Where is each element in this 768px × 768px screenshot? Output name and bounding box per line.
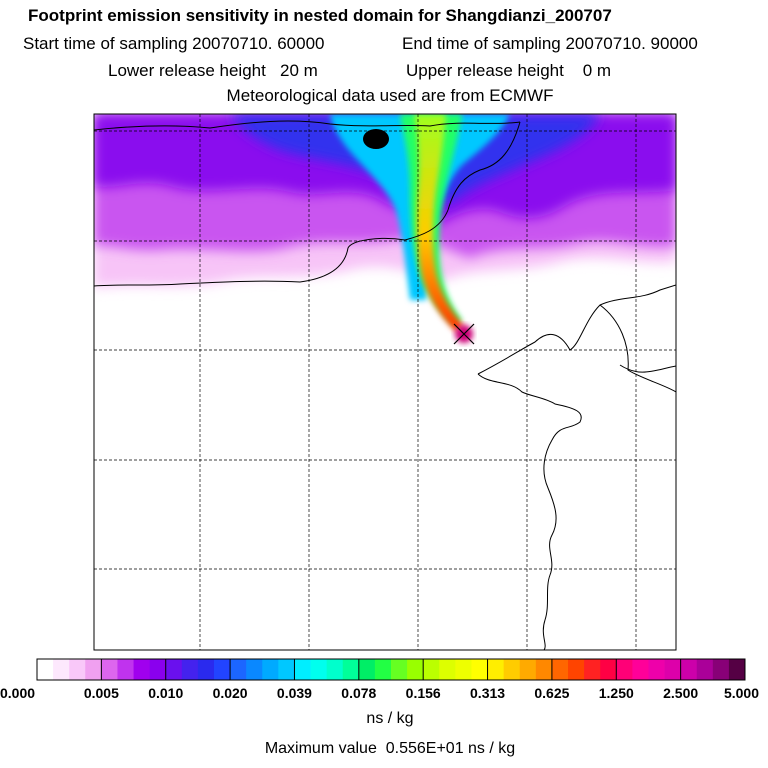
colorbar-cell [53, 659, 70, 680]
colorbar-cell [632, 659, 649, 680]
colorbar-cell [85, 659, 102, 680]
end-time-label: End time of sampling 20070710. 90000 [402, 34, 698, 53]
colorbar-cell [197, 659, 215, 680]
colorbar-cell [407, 659, 424, 680]
colorbar-cell [551, 659, 569, 680]
colorbar-tick-label: 0.000 [0, 685, 35, 701]
dense-source-blob [363, 129, 389, 149]
colorbar-cell [358, 659, 376, 680]
colorbar-tick-label: 0.039 [277, 685, 312, 701]
release-site-marker [453, 323, 475, 345]
colorbar-tick-label: 5.000 [724, 685, 759, 701]
colorbar-tick-label: 1.250 [599, 685, 634, 701]
colorbar-cell [439, 659, 456, 680]
colorbar [36, 658, 746, 681]
coastlines [94, 120, 676, 650]
colorbar-cell [214, 659, 231, 680]
colorbar-tick-label: 0.010 [148, 685, 183, 701]
colorbar-tick-label: 2.500 [663, 685, 698, 701]
colorbar-cell [262, 659, 279, 680]
colorbar-cell [455, 659, 472, 680]
colorbar-frame [36, 658, 746, 681]
colorbar-cell [584, 659, 601, 680]
colorbar-cell [165, 659, 183, 680]
colorbar-cell [37, 659, 54, 680]
colorbar-tick-label: 0.005 [84, 685, 119, 701]
colorbar-cell [149, 659, 167, 680]
colorbar-cell [230, 659, 247, 680]
colorbar-cell [696, 659, 714, 680]
colorbar-tick-label: 0.156 [406, 685, 441, 701]
colorbar-cell [712, 659, 730, 680]
colorbar-cell [503, 659, 521, 680]
colorbar-cell [310, 659, 328, 680]
lower-release-height-label: Lower release height 20 m [108, 61, 318, 80]
map-frame [93, 113, 677, 651]
colorbar-cell [133, 659, 151, 680]
colorbar-cell [535, 659, 553, 680]
colorbar-tick-label: 0.020 [213, 685, 248, 701]
colorbar-cell [487, 659, 505, 680]
colorbar-cell [278, 659, 295, 680]
colorbar-cell [326, 659, 344, 680]
colorbar-cell [342, 659, 360, 680]
colorbar-cell [664, 659, 682, 680]
map-grid [94, 114, 676, 650]
colorbar-cell [294, 659, 311, 680]
sensitivity-field [94, 114, 676, 343]
colorbar-cell [117, 659, 134, 680]
colorbar-tick-label: 0.313 [470, 685, 505, 701]
colorbar-cell [568, 659, 585, 680]
max-value-label: Maximum value 0.556E+01 ns / kg [264, 740, 516, 757]
colorbar-cell [423, 659, 440, 680]
met-data-label: Meteorological data used are from ECMWF [226, 86, 554, 105]
colorbar-tick-label: 0.625 [534, 685, 569, 701]
colorbar-unit: ns / kg [366, 710, 414, 727]
colorbar-cell [600, 659, 617, 680]
colorbar-ticks: 0.000 0.005 0.010 0.020 0.039 0.078 0.156 0.313… [0, 685, 759, 701]
colorbar-cell [374, 659, 392, 680]
field-yellow-band [414, 114, 464, 332]
chart-title: Footprint emission sensitivity in nested… [28, 6, 612, 25]
colorbar-cell [680, 659, 698, 680]
colorbar-cell [246, 659, 263, 680]
colorbar-cell [648, 659, 665, 680]
colorbar-cell [69, 659, 86, 680]
colorbar-cell [519, 659, 537, 680]
colorbar-cell [181, 659, 199, 680]
start-time-label: Start time of sampling 20070710. 60000 [23, 34, 325, 53]
map-panel [93, 113, 677, 651]
colorbar-cell [101, 659, 118, 680]
colorbar-cell [728, 659, 746, 680]
colorbar-tick-label: 0.078 [341, 685, 376, 701]
colorbar-cell [616, 659, 633, 680]
colorbar-cell [391, 659, 408, 680]
colorbar-cell [471, 659, 488, 680]
upper-release-height-label: Upper release height 0 m [406, 61, 612, 80]
